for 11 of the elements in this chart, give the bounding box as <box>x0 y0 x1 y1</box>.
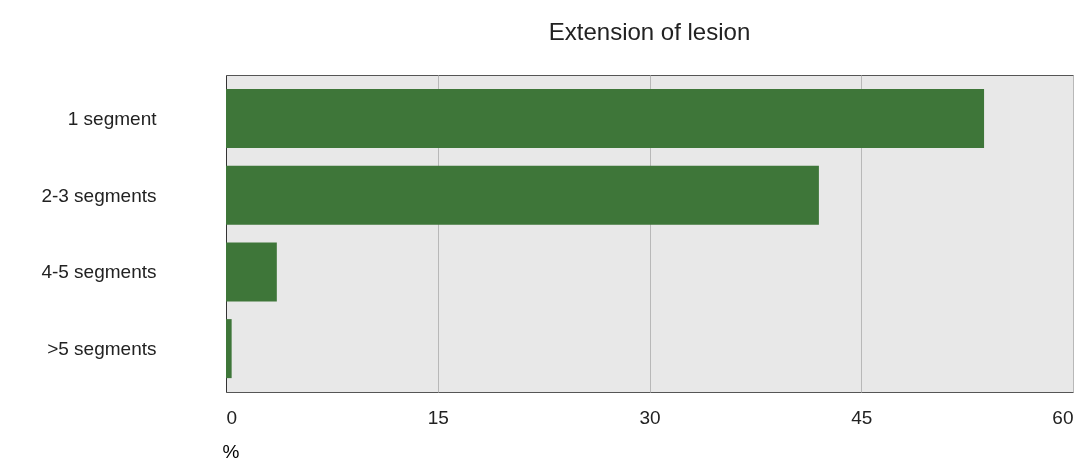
y-tick-label: 1 segment <box>67 107 158 129</box>
y-tick-label: 2-3 segments <box>41 184 157 206</box>
x-tick-label: 60 <box>1052 406 1074 428</box>
y-tick-label: >5 segments <box>47 338 157 360</box>
x-tick-label: 30 <box>639 406 661 428</box>
x-tick-label: 15 <box>427 406 449 428</box>
x-tick-label: 45 <box>851 406 873 428</box>
x-axis-title: % <box>222 440 240 462</box>
y-tick-label: 4-5 segments <box>41 261 157 283</box>
x-tick-label: 0 <box>226 406 238 428</box>
chart-title: Extension of lesion <box>548 18 751 45</box>
